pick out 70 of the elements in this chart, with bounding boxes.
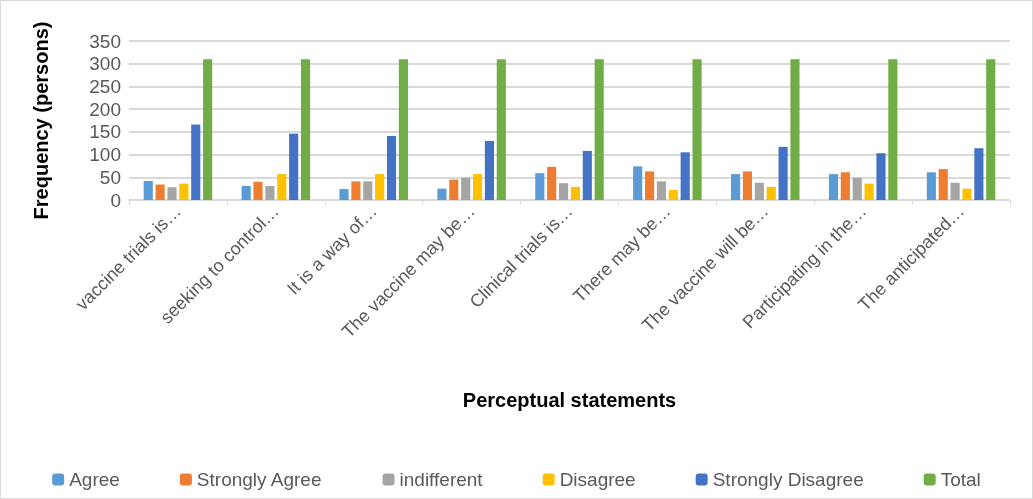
bar	[962, 188, 972, 200]
bar	[668, 190, 678, 200]
bar	[754, 182, 764, 200]
bar	[484, 140, 494, 200]
legend-label: Total	[940, 469, 981, 490]
y-tick-label: 50	[99, 166, 121, 188]
bar	[253, 181, 263, 200]
bar	[633, 166, 643, 200]
y-tick-label: 250	[89, 75, 121, 97]
bar	[888, 59, 898, 200]
legend-label: Strongly Agree	[196, 469, 322, 490]
bar	[167, 187, 177, 200]
bar	[363, 181, 373, 200]
bar	[852, 177, 862, 200]
bar	[398, 59, 408, 200]
bar	[386, 135, 397, 200]
bar	[277, 174, 287, 200]
legend-label: indifferent	[399, 469, 484, 490]
bar	[828, 174, 839, 200]
bar	[731, 174, 741, 200]
y-tick-label: 350	[89, 30, 121, 52]
bar	[449, 179, 459, 200]
bar	[766, 186, 776, 200]
bar	[840, 172, 850, 200]
bar	[692, 59, 702, 200]
bar	[289, 133, 299, 200]
bar	[938, 169, 948, 200]
legend-label: Agree	[69, 469, 120, 490]
bar	[300, 59, 311, 200]
bar	[265, 185, 275, 200]
bar	[864, 183, 874, 200]
bar	[974, 148, 984, 200]
bar	[558, 183, 569, 200]
bar	[241, 185, 251, 200]
bar	[375, 174, 385, 200]
bar	[339, 189, 349, 200]
y-tick-label: 100	[89, 144, 121, 166]
bar	[790, 59, 800, 200]
bar	[582, 150, 592, 200]
y-tick-label: 300	[89, 53, 121, 75]
bar	[143, 180, 153, 200]
bar	[778, 146, 788, 200]
bar	[351, 181, 361, 200]
bar	[535, 173, 545, 200]
bar	[680, 152, 690, 200]
bar	[876, 153, 886, 200]
bar	[496, 59, 506, 200]
y-tick-label: 150	[89, 121, 121, 143]
bar	[950, 182, 960, 200]
bar	[656, 181, 667, 200]
bar	[155, 184, 165, 200]
bar	[645, 171, 655, 200]
x-axis-title: Perceptual statements	[462, 389, 677, 411]
legend-label: Disagree	[559, 469, 636, 490]
bar	[547, 166, 557, 200]
bar	[461, 177, 471, 200]
legend-label: Strongly Disagree	[712, 469, 864, 490]
bar	[570, 186, 581, 200]
bar	[179, 183, 189, 200]
y-tick-label: 200	[89, 98, 121, 120]
bar	[926, 172, 936, 200]
bar	[986, 59, 996, 200]
bar	[203, 59, 213, 200]
y-axis-title: Frequency (persons)	[30, 21, 52, 220]
bar	[437, 188, 447, 200]
bar	[472, 174, 483, 200]
bar	[742, 171, 753, 200]
y-tick-label: 0	[110, 189, 121, 211]
bar	[594, 59, 604, 200]
bar	[191, 124, 201, 200]
